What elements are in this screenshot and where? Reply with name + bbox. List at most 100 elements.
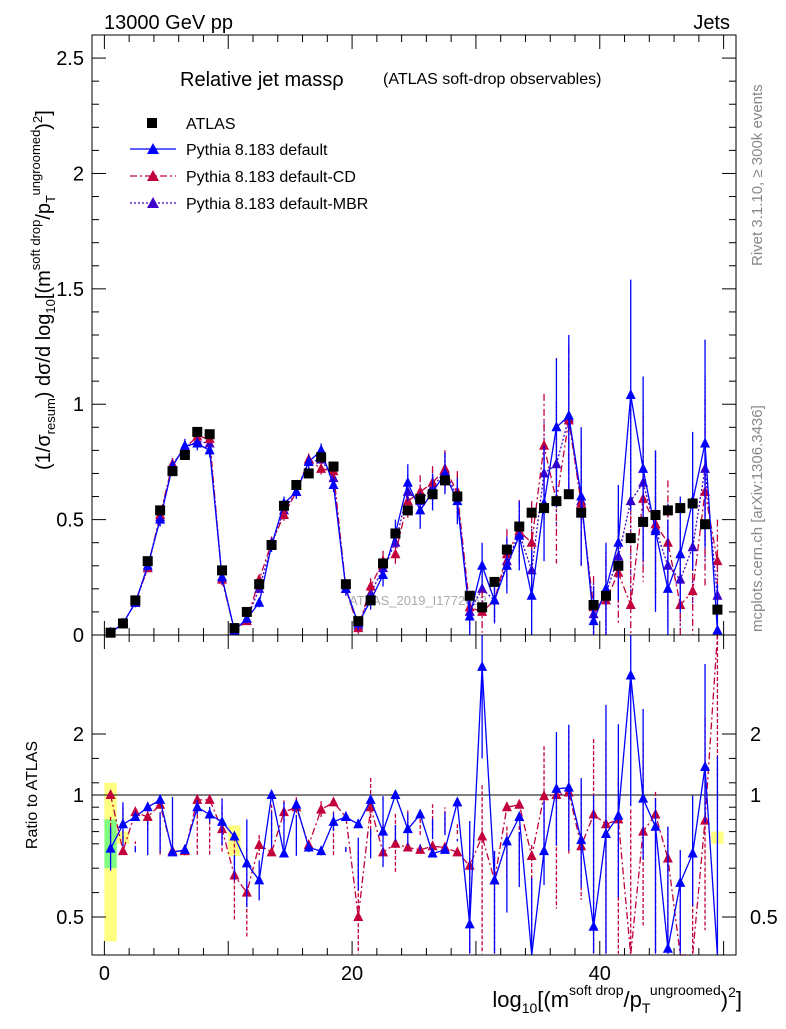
data-point [378,569,389,579]
ratio-point [142,810,153,821]
ratio-point [179,843,190,854]
ratio-x-ticks: 0 20 40 [99,635,725,985]
data-point [167,466,178,477]
ratio-point [588,920,599,931]
ratio-point [353,911,364,921]
data-point [291,485,302,496]
data-point [254,596,265,607]
data-point [204,444,215,455]
chart-title-sub: (ATLAS soft-drop observables) [383,71,601,88]
ratio-point [303,841,314,852]
ratio-series-group [105,634,719,956]
ratio-point [328,815,339,826]
ratio-point [402,823,413,834]
ratio-point [402,841,413,852]
data-point [105,627,116,638]
ratio-point [266,846,277,857]
legend-atlas-marker [147,118,157,128]
ratio-point [662,942,673,953]
data-point [700,437,711,448]
data-point [316,452,327,463]
ratio-point [427,847,438,858]
data-point [155,513,166,524]
ratio-point [390,837,401,848]
data-point [439,467,450,478]
data-point [142,556,153,567]
ratio-point [254,839,265,850]
main-y-tick-label: 1.5 [56,279,84,301]
legend-mbr-label: Pythia 8.183 default-MBR [186,196,368,213]
ratio-point [204,808,215,819]
data-point [712,624,723,635]
ratio-y-tick-label-right: 1 [750,785,761,807]
ratio-point [291,798,302,809]
data-point [192,437,203,448]
data-point [638,462,649,473]
data-point [625,533,636,544]
ratio-y-tick-label-right: 2 [750,724,761,746]
data-point [477,602,488,613]
data-point [514,521,525,532]
data-point [266,540,277,550]
ratio-point [142,801,153,812]
data-point [452,491,463,502]
main-y-tick-label: 2 [73,163,84,185]
ratio-y-ticks: 0.5 0.5 1 1 2 2 [56,724,778,929]
ratio-series-pythia-8-183-default [105,635,719,956]
data-point [390,548,401,559]
data-point [576,490,587,501]
data-point [489,594,500,605]
data-point [501,559,512,570]
data-point [551,496,562,507]
chart-title-main: Relative jet massρ [180,69,344,91]
data-point [365,580,376,591]
ratio-point [464,918,475,929]
main-y-tick-label: 0.5 [56,510,84,532]
data-point [328,461,339,472]
data-point [328,479,339,489]
x-axis-label: log10[(msoft drop/pTungroomed)2] [492,982,742,1016]
data-point [365,595,376,606]
ratio-point [155,793,166,804]
data-point [439,475,450,486]
ratio-point [526,850,537,860]
data-point [217,565,228,576]
main-panel: ATLAS_2019_I1772062 0 0.5 1 1.5 2 2.5 [56,34,737,647]
ratio-point [415,808,426,819]
ratio-point [625,669,636,680]
data-point [415,504,426,515]
data-point [526,536,537,547]
ratio-point [254,874,265,885]
data-point [712,555,723,566]
ratio-point [439,843,450,854]
series-pythia-8-183-default [105,279,723,637]
data-point [489,576,500,587]
ratio-point [650,820,661,831]
ratio-point [675,876,686,887]
data-point [700,519,711,530]
ratio-point [316,845,327,856]
legend-default-label: Pythia 8.183 default [186,142,328,159]
ratio-point [576,834,587,845]
ratio-point [514,810,525,821]
main-y-tick-label: 2.5 [56,48,84,70]
ratio-point [316,803,327,814]
data-point [241,612,252,623]
ratio-point [551,782,562,793]
data-point [625,389,636,399]
ratio-y-tick-label: 2 [73,724,84,746]
data-point [650,525,661,536]
legend-atlas-label: ATLAS [186,116,236,133]
ratio-point [563,781,574,792]
ratio-point [501,835,512,846]
ratio-point [241,857,252,868]
header-left-label: 13000 GeV pp [104,12,233,34]
data-point [687,585,698,596]
main-x-ticks [103,35,725,635]
data-point [662,582,673,593]
ratio-point [130,810,141,821]
data-point [241,606,252,617]
data-point [501,544,512,555]
data-point [576,507,587,518]
